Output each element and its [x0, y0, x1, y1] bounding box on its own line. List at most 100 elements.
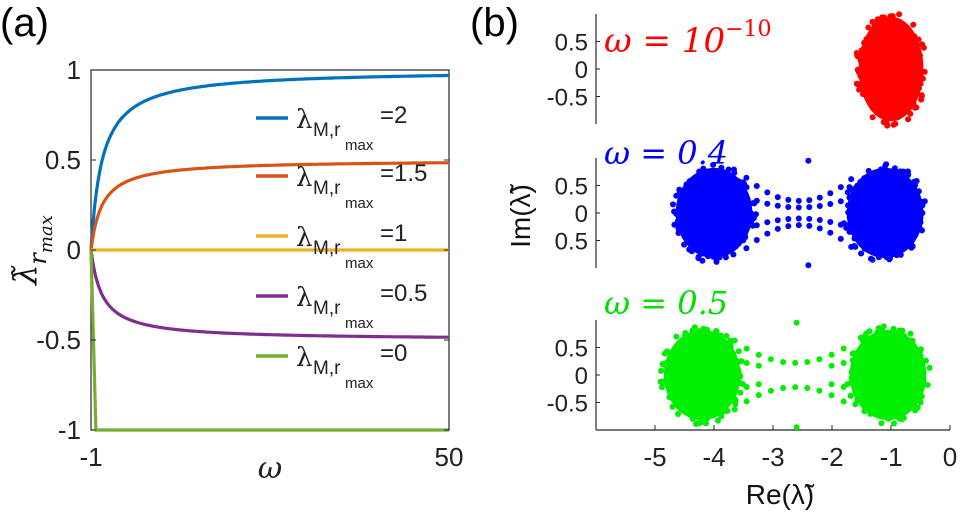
b-sub2-cluster-0-pt-84: [918, 365, 925, 372]
b-sub0-cluster-0-pt-40: [861, 51, 868, 57]
legend-entry-1: λ M,rmax =1.5: [256, 160, 427, 212]
b-sub0-cluster-0-pt-89: [865, 24, 872, 31]
b-sub1-cluster-0-pt-89: [907, 239, 914, 246]
b-sub1-cluster-0-pt-85: [869, 256, 876, 263]
b-sub2-cluster-1-pt-42: [665, 382, 672, 389]
b-sub0-cluster-0-pt-69: [921, 68, 928, 75]
b-sub1-cluster-1-pt-88: [731, 242, 738, 249]
b-sub2-cluster-1-pt-41: [669, 403, 676, 410]
b-sub1-cluster-1-pt-36: [730, 251, 737, 258]
b-sub1-outlier-top: [805, 157, 812, 164]
b-sub0-cluster-0-pt-60: [860, 67, 866, 74]
b-sub2-bridge-pt-19: [840, 384, 847, 390]
b-sub0-cluster-0-pt-81: [913, 104, 920, 111]
b-sub2-cluster-1-pt-29: [665, 367, 671, 374]
b-sub1-bridge-pt-9: [837, 184, 844, 191]
b-sub2-bridge-pt-12: [755, 362, 762, 369]
b-sub1-cluster-0-pt-58: [843, 224, 850, 231]
b-sub2-ytick-label-1: 0: [575, 363, 588, 390]
b-sub1-cluster-0-pt-14: [897, 251, 904, 258]
legend-sub-4: M,r: [313, 358, 341, 379]
b-sub1-bridge-pt-12: [753, 197, 760, 204]
b-sub0-cluster-0-pt-82: [871, 22, 878, 29]
b-sub0-cluster-0-pt-85: [911, 33, 918, 40]
b-sub2-cluster-1-pt-26: [666, 394, 673, 401]
b-sub1-cluster-0-pt-34: [878, 166, 884, 173]
b-sub2-bridge-pt-21: [743, 398, 750, 405]
b-sub2-cluster-0-pt-33: [912, 407, 919, 414]
series-line-0: [89, 73, 449, 251]
b-sub2-cluster-1-pt-75: [725, 395, 732, 402]
b-sub1-cluster-1-pt-81: [696, 168, 703, 175]
b-sub2-cluster-0-pt-47: [892, 411, 899, 418]
b-sub2-cluster-1-pt-81: [735, 348, 742, 355]
b-sub2-bridge-pt-11: [743, 360, 750, 366]
b-sub2-bridge-pt-0: [731, 337, 738, 344]
b-sub2-cluster-1-pt-87: [677, 401, 684, 408]
a-ytick-label-4: -1: [58, 415, 81, 445]
legend-sub-0: M,r: [313, 120, 341, 141]
b-sub1-bridge-pt-20: [837, 198, 844, 205]
b-sub2-bridge-pt-28: [828, 392, 835, 399]
b-sub2-cluster-0-pt-69: [872, 334, 879, 341]
b-sub0-cluster-0-pt-80: [857, 57, 864, 64]
b-sub2-cluster-0-pt-89: [914, 395, 921, 402]
b-sub1-bridge-pt-16: [795, 204, 802, 211]
x-ticks-a: -1 50: [79, 425, 463, 472]
b-sub1-bridge-pt-33: [743, 245, 750, 252]
legend-sub-3: M,r: [313, 298, 341, 319]
b-sub1-outlier-bottom: [805, 262, 812, 269]
b-sub2-bridge-pt-5: [792, 359, 799, 366]
y-axis-label-a-subsub: max: [36, 215, 57, 253]
x-ticks-b: -5 -4 -3 -2 -1 0: [643, 425, 957, 472]
b-sub1-cluster-1-pt-26: [675, 225, 682, 232]
b-sub0-cluster-0-pt-76: [899, 110, 906, 117]
b-sub1-bridge-pt-15: [785, 204, 792, 210]
b-sub1-bridge-pt-35: [764, 230, 771, 237]
b-xtick-label-4: -1: [879, 442, 902, 472]
b-sub0-cluster-0-pt-41: [874, 109, 881, 116]
b-sub2-cluster-1-pt-18: [682, 330, 689, 336]
b-sub2-cluster-0-pt-53: [902, 407, 908, 414]
b-sub1-cluster-0-pt-29: [856, 234, 863, 241]
b-sub0-cluster-0-pt-84: [853, 80, 860, 87]
a-ytick-label-2: 0: [67, 235, 81, 265]
b-xtick-label-5: 0: [943, 442, 957, 472]
legend-entry-0: λ M,rmax =2: [256, 102, 407, 154]
b-sub2-bridge-pt-18: [828, 381, 835, 388]
b-sub2-cluster-0-pt-65: [876, 410, 883, 417]
b-sub2-cluster-0-pt-67: [860, 336, 867, 342]
b-sub1-cluster-1-pt-64: [671, 208, 678, 215]
b-sub2-bridge-pt-20: [731, 406, 738, 413]
b-xtick-label-2: -3: [761, 442, 784, 472]
b-sub1-cluster-1-pt-35: [681, 241, 688, 248]
b-sub1-cluster-1-pt-42: [753, 211, 759, 218]
b-sub2-bridge-pt-25: [792, 384, 799, 391]
b-sub2-bridge-pt-17: [755, 381, 762, 388]
b-sub2-cluster-1-pt-63: [688, 335, 695, 342]
b-sub1-bridge-pt-28: [806, 215, 813, 222]
b-sub0-cluster-0-pt-19: [907, 110, 914, 117]
b-sub2-bridge-pt-26: [804, 385, 811, 391]
b-sub1-cluster-0-pt-80: [905, 171, 912, 178]
b-sub0-cluster-0-pt-47: [918, 96, 925, 103]
b-sub2-bridge-pt-4: [780, 359, 787, 365]
b-sub0-cluster-0-pt-59: [903, 27, 910, 34]
b-sub1-cluster-0-pt-75: [912, 232, 919, 238]
b-sub1-cluster-1-pt-65: [676, 186, 683, 193]
y-axis-label-b: Im(λ̃): [505, 183, 536, 247]
b-sub1-cluster-0-pt-9: [866, 173, 873, 180]
b-sub2-cluster-0-pt-6: [907, 330, 914, 337]
b-sub1-bridge-pt-6: [806, 197, 813, 204]
b-sub2-cluster-0-pt-86: [893, 334, 900, 341]
b-sub2-cluster-1-pt-78: [675, 411, 682, 417]
b-sub2-bridge-pt-24: [780, 385, 787, 391]
b-sub1-bridge-pt-37: [785, 223, 792, 230]
b-sub2-bridge-pt-16: [743, 384, 750, 390]
b-sub2-bridge-pt-15: [731, 387, 738, 394]
b-sub1-cluster-1-pt-80: [731, 169, 738, 176]
legend-a: λ M,rmax=2λ M,rmax=1.5λ M,rmax=1λ M,rmax=0.5…: [256, 102, 427, 392]
b-sub1-cluster-1-pt-76: [688, 248, 695, 255]
b-sub2-cluster-1-pt-74: [700, 418, 706, 425]
panel-a: (a) 10.50-0.5-1 -1 50 ω λ̃rmax λ M,rmax=2λ…: [0, 1, 463, 486]
